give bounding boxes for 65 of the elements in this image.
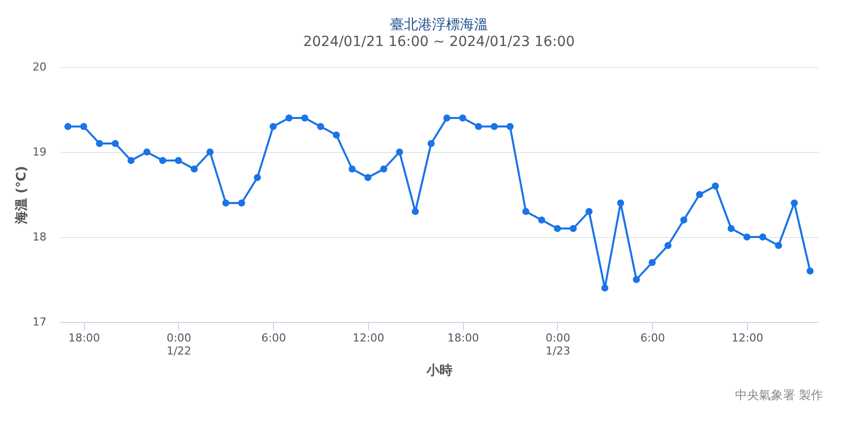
point [128,156,135,164]
x-tick-label: 12:00 [352,332,384,344]
point [80,122,88,130]
point [348,165,356,173]
point [585,208,593,216]
y-tick-label: 17 [32,316,46,328]
point [412,208,419,216]
point [190,165,198,173]
point [790,199,798,207]
chart-subtitle: 2024/01/21 16:00 ~ 2024/01/23 16:00 [303,34,575,50]
point [396,148,404,156]
point [270,122,277,130]
point [680,216,688,224]
point [96,140,104,148]
text: 中央氣象署 製作 [735,388,823,402]
y-axis-title: 海溫 (℃) [14,166,30,226]
point [112,140,119,148]
point [143,148,150,156]
point [490,122,498,130]
x-tick-label: 0:00 1/22 [166,332,192,358]
point [743,233,750,241]
point [522,208,530,216]
x-axis-title: 小時 [426,364,452,378]
x-tick-label: 18:00 [447,332,480,344]
point [174,156,182,164]
point [364,174,372,182]
y-tick-label: 19 [32,146,46,158]
point [317,122,324,130]
point [459,114,466,122]
point [506,122,514,130]
x-tick-label: 6:00 [640,332,666,344]
point [380,165,388,173]
point [554,224,561,232]
point [648,258,656,266]
point [301,114,308,122]
point [443,114,450,122]
point [159,156,166,164]
point [601,284,608,292]
point [254,174,261,182]
point [728,224,735,232]
y-tick-label: 20 [32,60,46,74]
point [570,224,577,232]
point [285,114,293,122]
x-tick-label: 12:00 [732,332,764,344]
point [774,242,782,250]
point [222,199,230,207]
point [806,267,814,275]
point [632,276,640,284]
point [206,148,214,156]
y-tick-label: 18 [32,230,46,244]
point [64,122,72,130]
x-tick-label: 0:00 1/23 [546,332,570,358]
point [538,216,546,224]
point [696,190,704,198]
point [332,131,340,139]
point [474,122,482,130]
point [428,140,435,148]
chart-title: 臺北港浮標海溫 [390,17,488,33]
x-tick-label: 6:00 [261,332,286,344]
point [238,199,246,207]
point [664,242,672,250]
point [712,182,719,190]
point [759,233,766,241]
x-tick-label: 18:00 [68,332,100,344]
point [617,199,624,207]
